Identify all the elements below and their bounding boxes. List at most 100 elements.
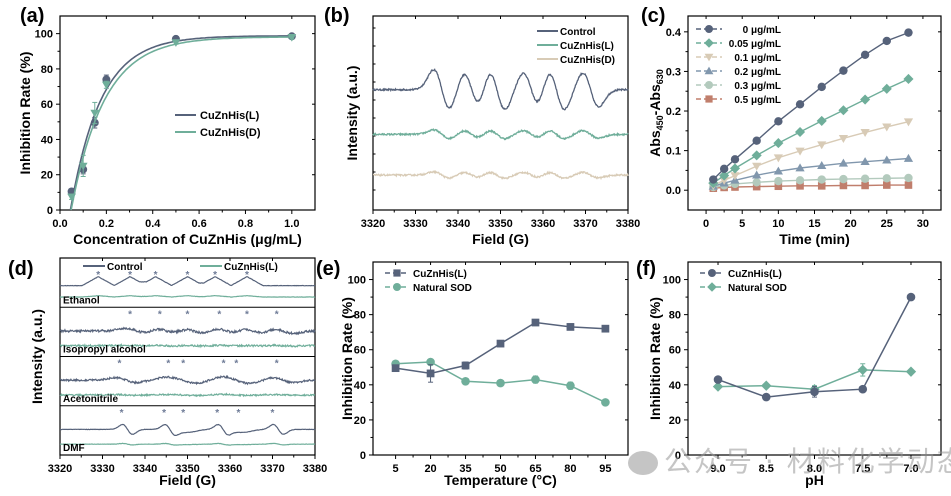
panel-c-point-shape: [817, 175, 826, 184]
panel-a-point: [90, 109, 100, 118]
panel-e-point-shape: [566, 381, 575, 390]
panel-d-star: *: [271, 408, 275, 419]
panel-c-point: [729, 163, 741, 174]
panel-c-point: [795, 147, 805, 156]
panel-e-point-shape: [601, 324, 610, 333]
panel-c-point-shape: [860, 174, 870, 183]
panel-c-legend-label: 0.2 μg/mL: [734, 67, 781, 78]
panel-c-point-shape: [881, 83, 892, 94]
panel-e-xtick-label: 80: [564, 463, 576, 475]
panel-c-point: [882, 155, 892, 164]
panel-d-star: *: [217, 309, 221, 320]
panel-f-xtick-label: 9.0: [710, 463, 725, 475]
panel-c-xtick-label: 30: [917, 218, 929, 230]
panel-c-point-shape: [903, 73, 914, 84]
panel-e-point-shape: [531, 375, 540, 384]
panel-c-point-shape: [795, 147, 805, 156]
panel-a-point-shape: [287, 33, 297, 42]
panel-f-point: [713, 375, 723, 384]
panel-a-point: [171, 39, 181, 47]
panel-c-point-shape: [904, 28, 913, 37]
panel-a-xtick-label: 1.0: [284, 218, 299, 230]
panel-e-ytick-label: 80: [354, 310, 366, 322]
panel-c-point: [719, 176, 729, 185]
panel-c-point-shape: [817, 161, 827, 170]
panel-d-star: *: [275, 359, 279, 370]
panel-b-series-1: [372, 128, 629, 141]
panel-e-legend-marker-shape: [393, 283, 401, 291]
panel-c-point: [773, 138, 784, 149]
panel-b-xtick-label: 3320: [361, 218, 385, 230]
panel-c-point-shape: [730, 155, 740, 164]
watermark-text: 公众号 · 材料化学动态: [664, 445, 951, 478]
panel-c-point-shape: [774, 182, 783, 191]
panel-e-point: [461, 361, 470, 370]
panel-c-legend-label: 0.05 μg/mL: [729, 39, 781, 50]
panel-a-label: (a): [20, 5, 44, 27]
panel-c-point-shape: [773, 166, 783, 175]
panel-d-control-2: [60, 374, 316, 386]
panel-c-point-shape: [795, 100, 805, 109]
panel-d-xlabel: Field (G): [159, 472, 216, 488]
panel-c-point: [903, 153, 914, 162]
panel-c-point: [860, 129, 870, 138]
panel-a-ytick-label: 80: [41, 64, 53, 76]
panel-c-point-shape: [774, 117, 783, 126]
panel-c-legend-marker: [705, 95, 713, 103]
panel-e-point-shape: [391, 364, 400, 373]
panel-a-ytick-label: 20: [41, 170, 53, 182]
panel-e-point-shape: [496, 339, 505, 348]
panel-d-star: *: [162, 408, 166, 419]
panel-a-point-shape: [78, 162, 88, 171]
panel-d-star: *: [186, 309, 190, 320]
panel-e-xtick-label: 65: [529, 463, 541, 475]
panel-f-point-shape: [905, 366, 917, 377]
panel-f: 9.0 8.5 8.0 7.5 7.0 0 20 40 60 80 100 (f) pH Inhibiti…: [636, 258, 942, 488]
panel-c-point-shape: [860, 94, 871, 105]
panel-f-point: [761, 392, 771, 402]
panel-c-point: [751, 150, 762, 161]
panel-c-point: [752, 170, 762, 179]
panel-d-solvent-label: Ethanol: [63, 295, 100, 306]
panel-c-point-shape: [709, 175, 718, 184]
panel-f-legend-label: CuZnHis(L): [728, 269, 782, 280]
panel-c-legend-marker-shape: [704, 38, 714, 48]
panel-c-point: [904, 173, 913, 183]
panel-c-xtick-label: 0: [703, 218, 709, 230]
panel-e-point-shape: [426, 369, 435, 378]
panel-f-label: (f): [636, 258, 656, 280]
panel-c-point: [882, 123, 892, 132]
panel-c-point: [795, 163, 805, 172]
panel-f-legend-marker: [707, 282, 717, 292]
wechat-icon: [628, 451, 658, 475]
panel-f-point-shape: [858, 384, 868, 394]
panel-d-star: *: [120, 408, 124, 419]
panel-c-point-shape: [719, 176, 729, 185]
panel-c-point-shape: [752, 162, 762, 171]
panel-a-point-shape: [90, 109, 100, 118]
panel-f-point-shape: [857, 364, 868, 376]
panel-e-ytick-label: 40: [354, 380, 366, 392]
panel-c-point-shape: [752, 136, 761, 145]
panel-c-point: [838, 105, 849, 116]
panel-a-point: [78, 162, 88, 171]
panel-c-point: [903, 73, 914, 84]
panel-e-frame: [372, 261, 629, 456]
panel-f-ytick-label: 40: [669, 380, 681, 392]
panel-d-xtick-label: 3330: [90, 463, 114, 475]
panel-e-point-shape: [531, 318, 540, 327]
panel-c-ytick-label: 0.0: [666, 185, 681, 197]
panel-b: 3320 3330 3340 3350 3360 3370 3380 (b) Field (G)…: [324, 5, 640, 247]
panel-e-point-shape: [601, 398, 610, 407]
panel-c-point-shape: [795, 176, 805, 185]
panel-c-ylabel: Abs450-Abs630: [647, 69, 665, 157]
panel-c-point: [730, 155, 740, 164]
panel-d-star: *: [166, 359, 170, 370]
panel-f-ytick-label: 60: [669, 345, 681, 357]
panel-c-point-shape: [860, 50, 870, 59]
panel-b-xtick-label: 3350: [488, 218, 512, 230]
panel-d-legend-label: CuZnHis(L): [224, 262, 278, 273]
panel-c-point: [796, 182, 804, 190]
panel-d-solvent-label: DMF: [63, 443, 85, 454]
panel-f-point: [761, 380, 772, 391]
